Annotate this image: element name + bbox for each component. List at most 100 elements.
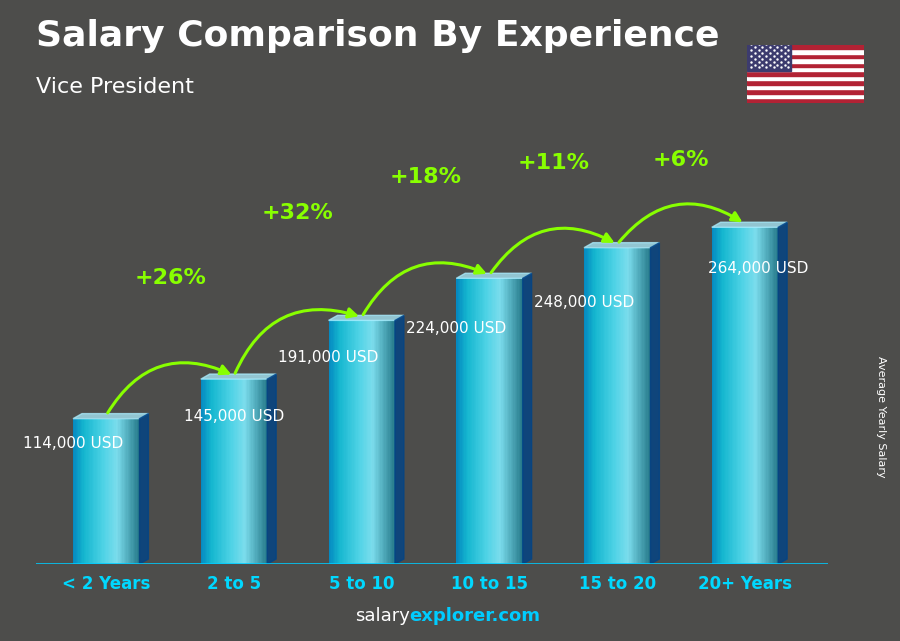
Bar: [104, 419, 105, 564]
Bar: [97, 419, 98, 564]
Bar: [387, 320, 388, 564]
Bar: [759, 228, 760, 564]
Polygon shape: [201, 374, 276, 379]
Bar: [766, 228, 768, 564]
Text: 224,000 USD: 224,000 USD: [406, 321, 507, 336]
Bar: [84, 419, 85, 564]
Bar: [98, 419, 100, 564]
Bar: [80, 419, 81, 564]
Bar: [215, 379, 217, 564]
Bar: [774, 228, 776, 564]
Bar: [752, 228, 753, 564]
Bar: [356, 320, 358, 564]
Bar: [378, 320, 379, 564]
Bar: [114, 419, 115, 564]
Bar: [125, 419, 126, 564]
Bar: [725, 228, 726, 564]
Bar: [491, 278, 492, 564]
Bar: [348, 320, 350, 564]
Bar: [498, 278, 499, 564]
Bar: [137, 419, 138, 564]
Bar: [131, 419, 133, 564]
Text: +6%: +6%: [652, 150, 709, 170]
Bar: [513, 278, 515, 564]
Bar: [87, 419, 89, 564]
Bar: [220, 379, 222, 564]
Bar: [504, 278, 506, 564]
Bar: [754, 228, 756, 564]
Bar: [381, 320, 382, 564]
Bar: [346, 320, 347, 564]
Bar: [233, 379, 234, 564]
Bar: [509, 278, 510, 564]
Bar: [610, 247, 612, 564]
Bar: [487, 278, 488, 564]
Polygon shape: [456, 273, 532, 278]
Bar: [479, 278, 481, 564]
Bar: [343, 320, 345, 564]
Bar: [470, 278, 471, 564]
Bar: [242, 379, 243, 564]
Bar: [592, 247, 593, 564]
Bar: [370, 320, 371, 564]
Bar: [771, 228, 773, 564]
Bar: [123, 419, 125, 564]
Bar: [493, 278, 495, 564]
Text: 114,000 USD: 114,000 USD: [22, 436, 123, 451]
Bar: [464, 278, 465, 564]
Bar: [488, 278, 490, 564]
Bar: [495, 278, 496, 564]
Bar: [747, 58, 864, 63]
Bar: [456, 278, 457, 564]
Bar: [82, 419, 84, 564]
Bar: [251, 379, 253, 564]
Bar: [615, 247, 616, 564]
Bar: [217, 379, 218, 564]
Bar: [332, 320, 334, 564]
Bar: [110, 419, 112, 564]
Bar: [732, 228, 733, 564]
Bar: [263, 379, 265, 564]
Text: 191,000 USD: 191,000 USD: [278, 349, 379, 365]
Text: +32%: +32%: [262, 203, 334, 222]
Bar: [234, 379, 235, 564]
Polygon shape: [328, 315, 404, 320]
Bar: [747, 85, 864, 89]
Bar: [337, 320, 338, 564]
Bar: [331, 320, 332, 564]
Bar: [266, 379, 267, 564]
Bar: [335, 320, 337, 564]
Polygon shape: [73, 413, 148, 419]
Bar: [354, 320, 356, 564]
Bar: [253, 379, 254, 564]
Bar: [731, 228, 732, 564]
Bar: [117, 419, 118, 564]
Bar: [391, 320, 392, 564]
Bar: [388, 320, 390, 564]
Bar: [760, 228, 762, 564]
Bar: [259, 379, 261, 564]
Polygon shape: [523, 273, 532, 564]
Bar: [609, 247, 610, 564]
Bar: [203, 379, 205, 564]
Bar: [206, 379, 207, 564]
Bar: [747, 72, 864, 76]
Bar: [751, 228, 752, 564]
Bar: [345, 320, 346, 564]
Bar: [506, 278, 507, 564]
Bar: [76, 419, 77, 564]
Polygon shape: [395, 315, 404, 564]
Bar: [230, 379, 231, 564]
Bar: [360, 320, 362, 564]
Bar: [462, 278, 463, 564]
Bar: [738, 228, 740, 564]
Bar: [743, 228, 745, 564]
Bar: [603, 247, 604, 564]
Bar: [492, 278, 493, 564]
Text: +18%: +18%: [390, 167, 462, 187]
Bar: [471, 278, 473, 564]
Bar: [115, 419, 117, 564]
Bar: [258, 379, 259, 564]
Bar: [584, 247, 585, 564]
Bar: [376, 320, 378, 564]
